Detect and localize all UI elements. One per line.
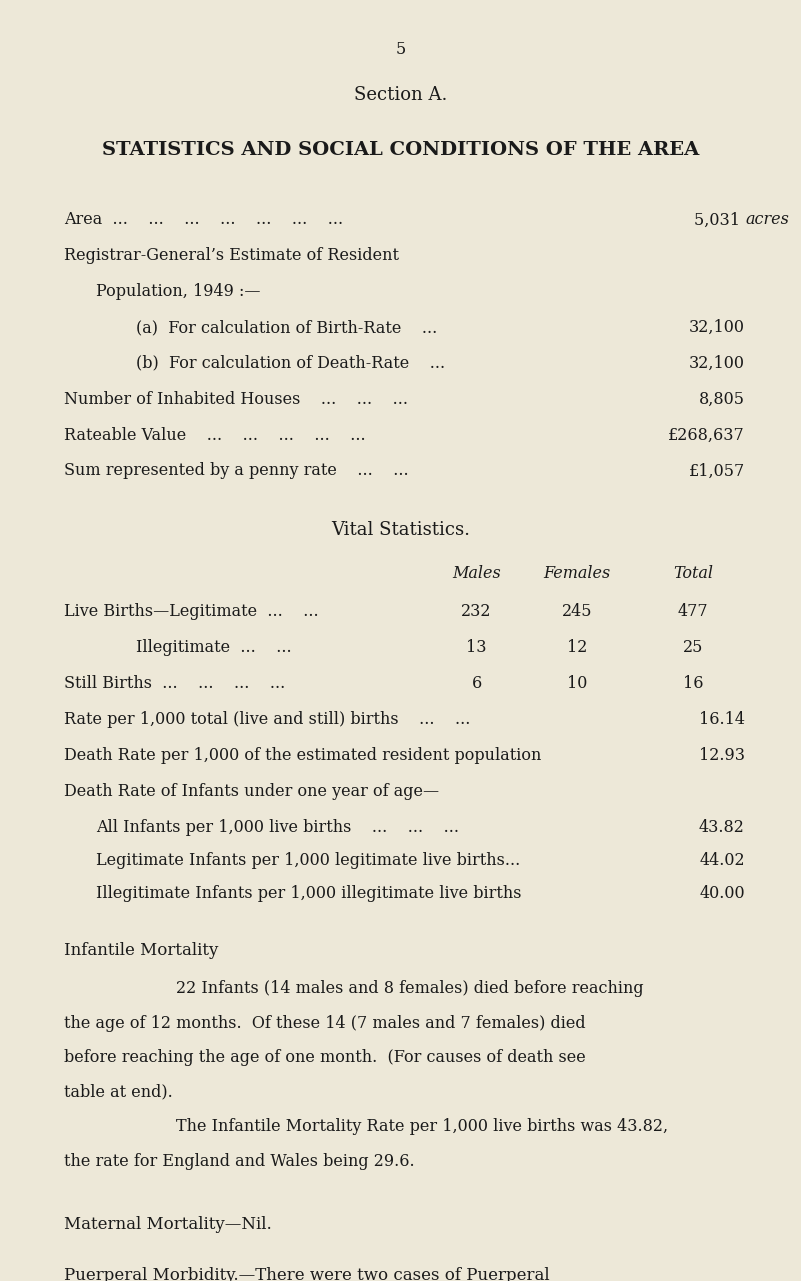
Text: Live Births—Legitimate  ...    ...: Live Births—Legitimate ... ... bbox=[64, 603, 319, 620]
Text: Death Rate of Infants under one year of age—: Death Rate of Infants under one year of … bbox=[64, 783, 439, 799]
Text: 16.14: 16.14 bbox=[699, 711, 745, 728]
Text: 16: 16 bbox=[682, 675, 703, 692]
Text: 44.02: 44.02 bbox=[699, 852, 745, 869]
Text: 8,805: 8,805 bbox=[699, 391, 745, 407]
Text: 6: 6 bbox=[472, 675, 481, 692]
Text: 477: 477 bbox=[678, 603, 708, 620]
Text: 25: 25 bbox=[682, 639, 703, 656]
Text: 5,031: 5,031 bbox=[694, 211, 745, 228]
Text: Section A.: Section A. bbox=[354, 86, 447, 104]
Text: (a)  For calculation of Birth-Rate    ...: (a) For calculation of Birth-Rate ... bbox=[136, 319, 437, 336]
Text: 10: 10 bbox=[566, 675, 587, 692]
Text: Total: Total bbox=[673, 565, 713, 582]
Text: All Infants per 1,000 live births    ...    ...    ...: All Infants per 1,000 live births ... ..… bbox=[96, 819, 459, 835]
Text: 13: 13 bbox=[466, 639, 487, 656]
Text: Rate per 1,000 total (live and still) births    ...    ...: Rate per 1,000 total (live and still) bi… bbox=[64, 711, 470, 728]
Text: 5: 5 bbox=[396, 41, 405, 58]
Text: 232: 232 bbox=[461, 603, 492, 620]
Text: Infantile Mortality: Infantile Mortality bbox=[64, 942, 219, 958]
Text: Still Births  ...    ...    ...    ...: Still Births ... ... ... ... bbox=[64, 675, 285, 692]
Text: Number of Inhabited Houses    ...    ...    ...: Number of Inhabited Houses ... ... ... bbox=[64, 391, 408, 407]
Text: Illegitimate Infants per 1,000 illegitimate live births: Illegitimate Infants per 1,000 illegitim… bbox=[96, 885, 521, 902]
Text: The Infantile Mortality Rate per 1,000 live births was 43.82,: The Infantile Mortality Rate per 1,000 l… bbox=[176, 1118, 668, 1135]
Text: £1,057: £1,057 bbox=[689, 462, 745, 479]
Text: the rate for England and Wales being 29.6.: the rate for England and Wales being 29.… bbox=[64, 1153, 415, 1170]
Text: 245: 245 bbox=[562, 603, 592, 620]
Text: Rateable Value    ...    ...    ...    ...    ...: Rateable Value ... ... ... ... ... bbox=[64, 427, 366, 443]
Text: Registrar-General’s Estimate of Resident: Registrar-General’s Estimate of Resident bbox=[64, 247, 399, 264]
Text: Death Rate per 1,000 of the estimated resident population: Death Rate per 1,000 of the estimated re… bbox=[64, 747, 541, 763]
Text: 22 Infants (14 males and 8 females) died before reaching: 22 Infants (14 males and 8 females) died… bbox=[176, 980, 644, 997]
Text: before reaching the age of one month.  (For causes of death see: before reaching the age of one month. (F… bbox=[64, 1049, 586, 1066]
Text: £268,637: £268,637 bbox=[668, 427, 745, 443]
Text: Sum represented by a penny rate    ...    ...: Sum represented by a penny rate ... ... bbox=[64, 462, 409, 479]
Text: STATISTICS AND SOCIAL CONDITIONS OF THE AREA: STATISTICS AND SOCIAL CONDITIONS OF THE … bbox=[102, 141, 699, 159]
Text: 43.82: 43.82 bbox=[699, 819, 745, 835]
Text: the age of 12 months.  Of these 14 (7 males and 7 females) died: the age of 12 months. Of these 14 (7 mal… bbox=[64, 1015, 586, 1031]
Text: Females: Females bbox=[543, 565, 610, 582]
Text: Males: Males bbox=[453, 565, 501, 582]
Text: table at end).: table at end). bbox=[64, 1084, 173, 1100]
Text: Area  ...    ...    ...    ...    ...    ...    ...: Area ... ... ... ... ... ... ... bbox=[64, 211, 343, 228]
Text: Maternal Mortality—Nil.: Maternal Mortality—Nil. bbox=[64, 1216, 272, 1232]
Text: acres: acres bbox=[746, 211, 790, 228]
Text: Population, 1949 :—: Population, 1949 :— bbox=[96, 283, 260, 300]
Text: 12: 12 bbox=[566, 639, 587, 656]
Text: (b)  For calculation of Death-Rate    ...: (b) For calculation of Death-Rate ... bbox=[136, 355, 445, 371]
Text: Vital Statistics.: Vital Statistics. bbox=[331, 521, 470, 539]
Text: 12.93: 12.93 bbox=[699, 747, 745, 763]
Text: 40.00: 40.00 bbox=[699, 885, 745, 902]
Text: 32,100: 32,100 bbox=[689, 355, 745, 371]
Text: Legitimate Infants per 1,000 legitimate live births...: Legitimate Infants per 1,000 legitimate … bbox=[96, 852, 521, 869]
Text: Puerperal Morbidity.—There were two cases of Puerperal: Puerperal Morbidity.—There were two case… bbox=[64, 1267, 549, 1281]
Text: 32,100: 32,100 bbox=[689, 319, 745, 336]
Text: Illegitimate  ...    ...: Illegitimate ... ... bbox=[136, 639, 292, 656]
